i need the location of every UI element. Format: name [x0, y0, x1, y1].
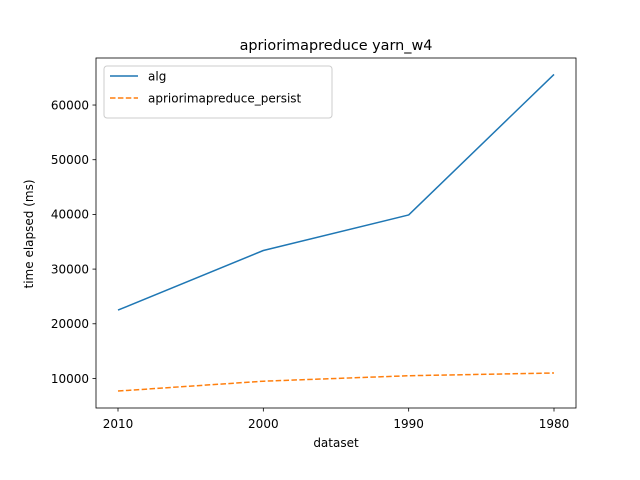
axes-frame [95, 57, 577, 409]
plot-area: 2010 2000 1990 1980 10000 20000 30000 40000 5000… [51, 57, 577, 431]
legend-label-1: apriorimapreduce_persist [148, 91, 302, 105]
x-tick-label: 1990 [393, 417, 424, 431]
series-line-0 [117, 73, 555, 311]
x-tick-label: 2000 [248, 417, 279, 431]
legend-label-0: alg [148, 69, 166, 83]
series-line-1 [117, 372, 555, 392]
chart-title: apriorimapreduce yarn_w4 [240, 38, 433, 54]
y-tick-label: 20000 [51, 317, 89, 331]
y-tick-label: 10000 [51, 372, 89, 386]
y-tick-label: 40000 [51, 208, 89, 222]
y-tick-label: 60000 [51, 98, 89, 112]
x-tick-label: 1980 [539, 417, 570, 431]
y-tick-label: 30000 [51, 262, 89, 276]
legend-box [103, 65, 333, 119]
x-tick-label: 2010 [103, 417, 134, 431]
legend: alg apriorimapreduce_persist [103, 65, 333, 119]
y-axis-label: time elapsed (ms) [22, 180, 36, 289]
x-axis-label: dataset [313, 436, 359, 450]
y-tick-label: 50000 [51, 153, 89, 167]
